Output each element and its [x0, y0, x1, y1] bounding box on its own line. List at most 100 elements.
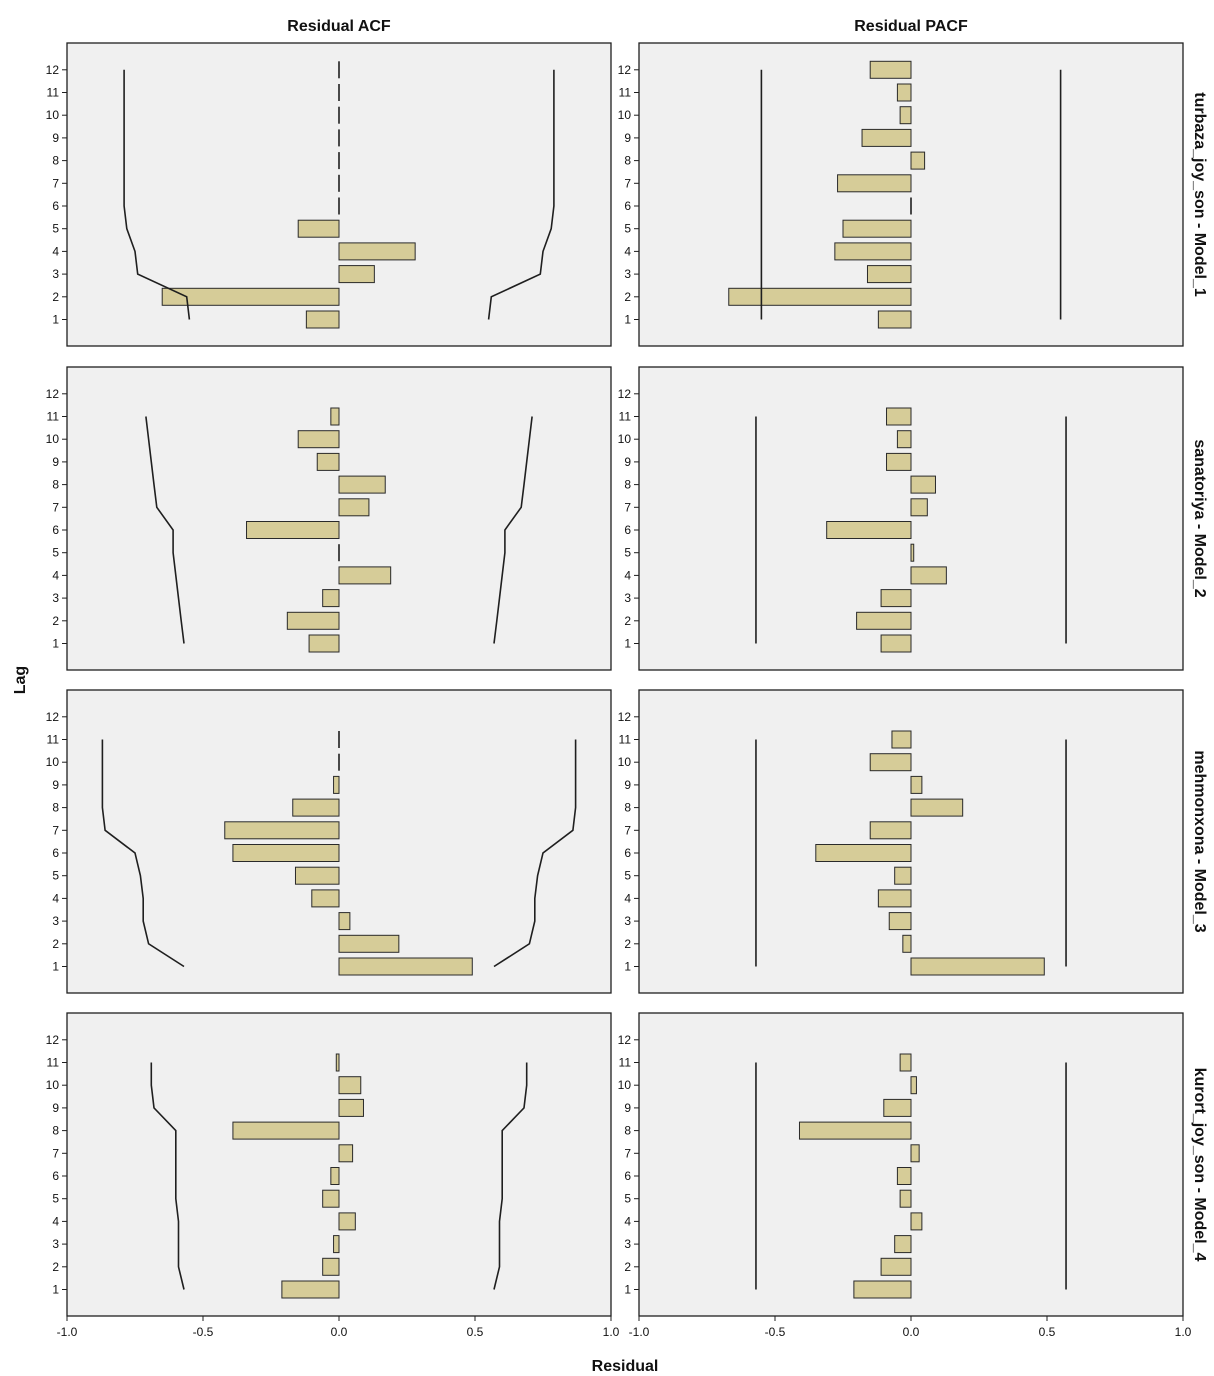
x-tick-label: 0.0 — [903, 1325, 920, 1339]
acf-bar — [338, 566, 392, 585]
lag-tick-label: 6 — [52, 846, 59, 860]
pacf-bar — [910, 957, 1045, 976]
pacf-bar — [815, 844, 912, 862]
acf-bar — [322, 1257, 340, 1276]
x-tick-label: 1.0 — [1175, 1325, 1192, 1339]
lag-tick-label: 6 — [52, 1169, 59, 1183]
lag-tick-label: 8 — [52, 478, 59, 492]
lag-tick-label: 2 — [52, 1260, 59, 1274]
lag-tick-label: 6 — [624, 1169, 631, 1183]
pacf-bar — [837, 174, 912, 193]
x-axis-label: Residual — [592, 1358, 659, 1375]
panels-group: 123456789101112123456789101112turbaza_jo… — [46, 42, 1208, 1339]
lag-tick-label: 1 — [52, 313, 59, 327]
acf-bar — [338, 1098, 364, 1117]
lag-tick-label: 2 — [624, 290, 631, 304]
lag-tick-label: 12 — [618, 63, 632, 77]
lag-tick-label: 5 — [624, 546, 631, 560]
acf-bar — [338, 934, 400, 953]
acf-bar — [232, 1121, 340, 1140]
lag-tick-label: 3 — [624, 591, 631, 605]
lag-tick-label: 10 — [46, 432, 60, 446]
pacf-bar — [869, 60, 912, 79]
lag-tick-label: 8 — [52, 801, 59, 815]
lag-tick-label: 10 — [46, 755, 60, 769]
col-title-pacf: Residual PACF — [854, 18, 968, 35]
lag-tick-label: 7 — [624, 1146, 631, 1160]
lag-tick-label: 7 — [624, 176, 631, 190]
lag-tick-label: 11 — [619, 86, 632, 100]
lag-tick-label: 9 — [52, 455, 59, 469]
model-row-label: sanatoriya - Model_2 — [1191, 439, 1208, 597]
lag-tick-label: 3 — [624, 1237, 631, 1251]
pacf-bar — [896, 83, 912, 102]
acf-bar — [292, 798, 340, 817]
lag-tick-label: 6 — [624, 199, 631, 213]
acf-bar — [286, 611, 340, 630]
pacf-bar — [856, 611, 912, 630]
lag-tick-label: 12 — [618, 710, 632, 724]
lag-tick-label: 2 — [624, 937, 631, 951]
pacf-bar — [886, 452, 912, 471]
x-tick-label: -0.5 — [193, 1325, 214, 1339]
lag-tick-label: 5 — [624, 869, 631, 883]
pacf-bar — [899, 1189, 912, 1208]
acf-bar — [338, 1212, 356, 1231]
pacf-bar — [910, 798, 964, 817]
acf-bar — [161, 287, 340, 306]
lag-tick-label: 2 — [624, 614, 631, 628]
acf-bar — [294, 866, 340, 885]
pacf-bar — [869, 753, 912, 772]
lag-tick-label: 7 — [52, 823, 59, 837]
acf-bar — [338, 1144, 354, 1163]
lag-tick-label: 8 — [52, 154, 59, 168]
pacf-bar — [866, 265, 912, 284]
acf-bar — [322, 589, 340, 608]
acf-upper-confidence-line — [487, 69, 555, 320]
lag-tick-label: 5 — [52, 546, 59, 560]
lag-tick-label: 3 — [52, 591, 59, 605]
pacf-bar — [869, 821, 912, 840]
lag-tick-label: 1 — [624, 1283, 631, 1297]
acf-lower-confidence-line — [145, 416, 185, 644]
lag-tick-label: 9 — [624, 455, 631, 469]
lag-tick-label: 8 — [52, 1124, 59, 1138]
lag-tick-label: 9 — [624, 131, 631, 145]
model-row-label: turbaza_joy_son - Model_1 — [1191, 92, 1208, 297]
pacf-bar — [894, 1235, 912, 1254]
pacf-bar — [910, 566, 947, 585]
acf-bar — [297, 219, 340, 238]
lag-tick-label: 10 — [618, 755, 632, 769]
lag-tick-label: 7 — [52, 500, 59, 514]
lag-tick-label: 5 — [624, 1192, 631, 1206]
acf-bar — [330, 1167, 340, 1185]
lag-tick-label: 7 — [624, 823, 631, 837]
pacf-bar — [826, 521, 912, 539]
lag-tick-label: 2 — [624, 1260, 631, 1274]
pacf-bar — [728, 287, 912, 306]
lag-tick-label: 9 — [52, 131, 59, 145]
lag-tick-label: 11 — [47, 733, 60, 747]
lag-tick-label: 11 — [619, 733, 632, 747]
acf-upper-confidence-line — [493, 416, 533, 644]
lag-tick-label: 7 — [52, 176, 59, 190]
lag-tick-label: 10 — [618, 108, 632, 122]
lag-tick-label: 11 — [47, 410, 60, 424]
acf-bar — [305, 310, 340, 329]
pacf-bar — [880, 1257, 912, 1276]
lag-tick-label: 8 — [624, 801, 631, 815]
lag-tick-label: 3 — [624, 267, 631, 281]
lag-tick-label: 11 — [47, 1056, 60, 1070]
lag-tick-label: 8 — [624, 1124, 631, 1138]
pacf-bar — [910, 498, 928, 517]
x-tick-label: 0.5 — [1039, 1325, 1056, 1339]
model-row-label: kurort_joy_son - Model_4 — [1191, 1068, 1208, 1262]
acf-bar — [338, 475, 386, 494]
lag-tick-label: 2 — [52, 614, 59, 628]
lag-tick-label: 4 — [624, 244, 631, 258]
lag-tick-label: 2 — [52, 937, 59, 951]
lag-tick-label: 12 — [618, 387, 632, 401]
pacf-bar — [877, 889, 912, 908]
pacf-bar — [910, 1144, 920, 1163]
acf-bar — [311, 889, 340, 908]
